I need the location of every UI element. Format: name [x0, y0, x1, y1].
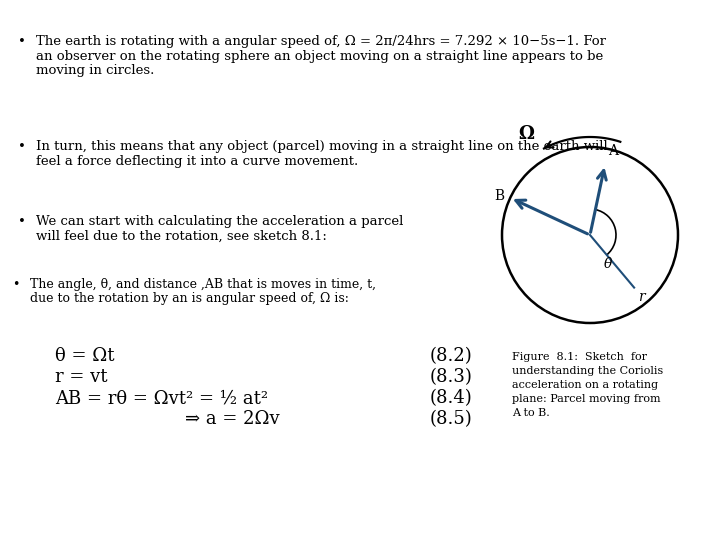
- Text: (8.3): (8.3): [430, 368, 473, 386]
- Text: θ: θ: [604, 257, 613, 271]
- Text: (8.5): (8.5): [430, 410, 473, 428]
- Text: Figure  8.1:  Sketch  for
understanding the Coriolis
acceleration on a rotating
: Figure 8.1: Sketch for understanding the…: [512, 352, 663, 418]
- Text: ⇒ a = 2Ωv: ⇒ a = 2Ωv: [185, 410, 279, 428]
- Text: AB = rθ = Ωvt² = ½ at²: AB = rθ = Ωvt² = ½ at²: [55, 389, 268, 407]
- Text: In turn, this means that any object (parcel) moving in a straight line on the ea: In turn, this means that any object (par…: [36, 140, 608, 153]
- Text: •: •: [18, 35, 26, 48]
- Text: r = vt: r = vt: [55, 368, 107, 386]
- Text: The angle, θ, and distance ,AB that is moves in time, t,: The angle, θ, and distance ,AB that is m…: [30, 278, 376, 291]
- Text: feel a force deflecting it into a curve movement.: feel a force deflecting it into a curve …: [36, 155, 359, 168]
- Text: The earth is rotating with a angular speed of, Ω = 2π/24hrs = 7.292 × 10−5s−1. F: The earth is rotating with a angular spe…: [36, 35, 606, 48]
- Text: an observer on the rotating sphere an object moving on a straight line appears t: an observer on the rotating sphere an ob…: [36, 50, 603, 63]
- Text: Ω: Ω: [518, 125, 534, 144]
- Text: will feel due to the rotation, see sketch 8.1:: will feel due to the rotation, see sketc…: [36, 230, 327, 242]
- Text: We can start with calculating the acceleration a parcel: We can start with calculating the accele…: [36, 215, 403, 228]
- Text: B: B: [494, 189, 504, 203]
- Text: •: •: [12, 278, 19, 291]
- Text: due to the rotation by an is angular speed of, Ω is:: due to the rotation by an is angular spe…: [30, 292, 349, 305]
- Text: (8.2): (8.2): [430, 347, 473, 365]
- Text: •: •: [18, 140, 26, 153]
- Text: •: •: [18, 215, 26, 228]
- Text: moving in circles.: moving in circles.: [36, 64, 154, 77]
- Text: r: r: [638, 289, 644, 303]
- Text: (8.4): (8.4): [430, 389, 473, 407]
- Text: A: A: [608, 144, 618, 158]
- Text: θ = Ωt: θ = Ωt: [55, 347, 114, 365]
